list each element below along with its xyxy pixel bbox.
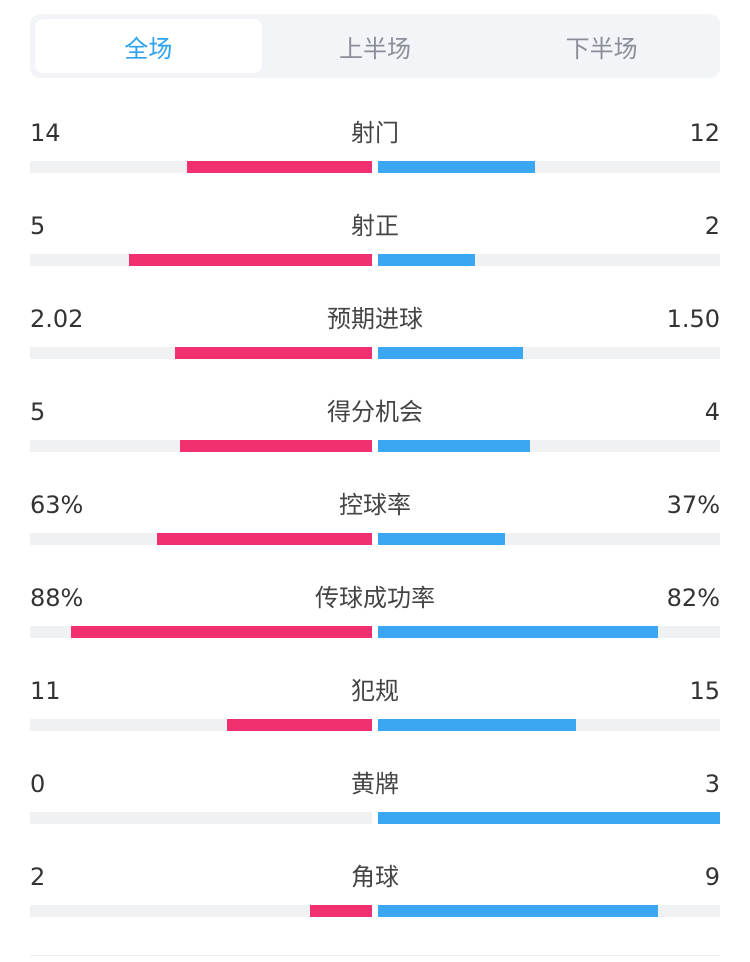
stat-label: 黄牌 [351, 770, 399, 798]
away-bar [378, 254, 475, 266]
away-value: 2 [704, 212, 720, 240]
away-bar [378, 719, 576, 731]
away-value: 37% [666, 491, 720, 519]
home-value: 2.02 [30, 305, 84, 333]
home-value: 63% [30, 491, 84, 519]
away-value: 3 [704, 770, 720, 798]
home-bar-track [30, 533, 372, 545]
home-bar [129, 254, 372, 266]
home-value: 0 [30, 770, 46, 798]
away-bar-track [378, 254, 720, 266]
home-value: 88% [30, 584, 84, 612]
home-bar-track [30, 812, 372, 824]
away-bar-track [378, 626, 720, 638]
away-bar-track [378, 161, 720, 173]
away-value: 9 [704, 863, 720, 891]
home-bar [71, 626, 372, 638]
away-bar [378, 440, 530, 452]
home-bar [310, 905, 372, 917]
stat-label: 犯规 [351, 677, 399, 705]
stat-label: 传球成功率 [315, 584, 435, 612]
home-bar-track [30, 626, 372, 638]
stat-row-fouls: 11 犯规 15 [30, 650, 720, 743]
stat-row-corners: 2 角球 9 [30, 836, 720, 929]
home-bar-track [30, 905, 372, 917]
stat-label: 射门 [351, 119, 399, 147]
away-bar [378, 812, 720, 824]
away-bar-track [378, 719, 720, 731]
home-bar [180, 440, 372, 452]
home-value: 5 [30, 212, 46, 240]
home-bar [227, 719, 372, 731]
home-value: 11 [30, 677, 61, 705]
away-bar-track [378, 440, 720, 452]
away-bar-track [378, 905, 720, 917]
stat-label: 得分机会 [327, 398, 423, 426]
away-bar-track [378, 812, 720, 824]
home-bar [187, 161, 372, 173]
home-bar-track [30, 254, 372, 266]
home-bar-track [30, 440, 372, 452]
stats-list: 14 射门 12 5 射正 2 2.02 预期进球 1.50 5 得分机会 4 … [30, 92, 720, 929]
away-bar [378, 347, 523, 359]
stat-row-shots: 14 射门 12 [30, 92, 720, 185]
stat-label: 角球 [351, 863, 399, 891]
tab-second-half[interactable]: 下半场 [565, 34, 638, 63]
stat-label: 射正 [351, 212, 399, 240]
home-bar [157, 533, 372, 545]
home-bar-track [30, 161, 372, 173]
tab-first-half[interactable]: 上半场 [339, 34, 411, 63]
away-value: 4 [704, 398, 720, 426]
away-bar [378, 533, 505, 545]
away-value: 82% [666, 584, 720, 612]
stat-row-chances: 5 得分机会 4 [30, 371, 720, 464]
stat-label: 预期进球 [327, 305, 423, 333]
away-bar-track [378, 347, 720, 359]
away-bar [378, 161, 535, 173]
home-value: 2 [30, 863, 46, 891]
home-value: 5 [30, 398, 46, 426]
away-bar [378, 626, 658, 638]
away-bar-track [378, 533, 720, 545]
stat-row-yellow-cards: 0 黄牌 3 [30, 743, 720, 836]
away-value: 12 [689, 119, 720, 147]
away-bar [378, 905, 658, 917]
tab-full-match[interactable]: 全场 [35, 19, 262, 73]
divider [30, 955, 720, 956]
away-value: 15 [689, 677, 720, 705]
stat-row-pass-accuracy: 88% 传球成功率 82% [30, 557, 720, 650]
away-value: 1.50 [666, 305, 720, 333]
home-bar-track [30, 719, 372, 731]
period-tabs: 全场 上半场 下半场 [30, 14, 720, 78]
stat-row-expected-goals: 2.02 预期进球 1.50 [30, 278, 720, 371]
stat-label: 控球率 [339, 491, 411, 519]
stat-row-shots-on-target: 5 射正 2 [30, 185, 720, 278]
home-bar-track [30, 347, 372, 359]
home-bar [175, 347, 372, 359]
stat-row-possession: 63% 控球率 37% [30, 464, 720, 557]
home-value: 14 [30, 119, 61, 147]
